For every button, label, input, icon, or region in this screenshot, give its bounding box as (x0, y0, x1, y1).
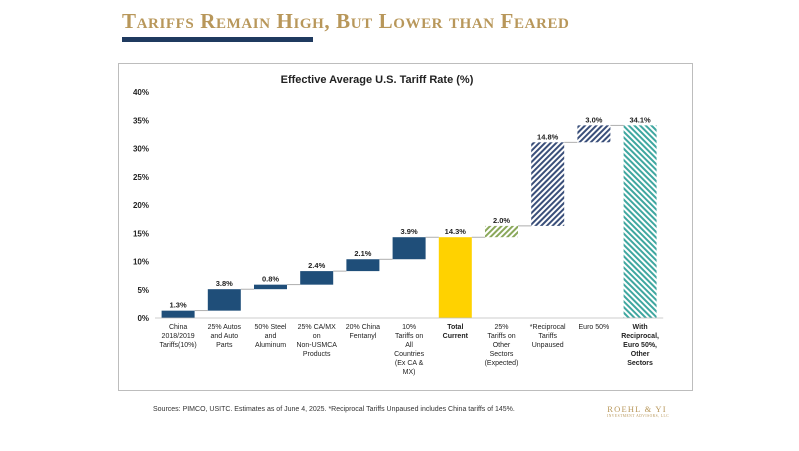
title-underline (122, 37, 313, 42)
category-label: *Reciprocal Tariffs Unpaused (530, 324, 566, 349)
category-label: 25% Autos and Auto Parts (208, 324, 242, 349)
bars (155, 125, 664, 319)
category-label: 10% Tariffs on All Countries (Ex CA & MX) (394, 324, 424, 376)
category-labels: China 2018/2019 Tariffs(10%) 25% Autos and A… (159, 324, 659, 376)
bar (254, 284, 287, 290)
y-tick-label: 20% (133, 201, 149, 210)
data-label: 34.1% (629, 115, 651, 124)
company-logo: ROEHL & YI INVESTMENT ADVISORS, LLC (607, 404, 670, 418)
slide-title: Tariffs Remain High, But Lower than Fear… (122, 9, 570, 33)
bar (207, 289, 241, 311)
y-axis: 0% 5% 10% 15% 20% 25% 30% 35% 40% (133, 88, 149, 323)
data-label: 1.3% (170, 301, 187, 310)
category-label: 20% China Fentanyl (346, 324, 380, 340)
logo-name: ROEHL & YI (607, 404, 667, 414)
bar (438, 237, 472, 318)
category-label: Total Current (443, 324, 469, 340)
category-label: 25% CA/MX on Non-USMCA Products (296, 324, 337, 358)
connectors (194, 124, 624, 312)
bar (392, 237, 426, 260)
chart-frame: Effective Average U.S. Tariff Rate (%) 0… (118, 63, 693, 391)
y-tick-label: 35% (133, 116, 149, 125)
data-label: 14.8% (537, 132, 559, 141)
category-label: China 2018/2019 Tariffs(10%) (159, 324, 196, 349)
y-tick-label: 10% (133, 258, 149, 267)
bar (485, 225, 518, 238)
category-label: With Reciprocal, Euro 50%, Other Sectors (621, 324, 659, 367)
bar (300, 271, 334, 285)
data-label: 3.0% (585, 115, 602, 124)
category-label: 25% Tariffs on Other Sectors (Expected) (485, 324, 519, 367)
y-tick-label: 15% (133, 229, 149, 238)
chart-title: Effective Average U.S. Tariff Rate (%) (281, 74, 474, 86)
data-labels: 1.3% 3.8% 0.8% 2.4% 2.1% 3.9% 14.3% 2.0% 14.8% 3.… (170, 115, 652, 309)
data-label: 14.3% (445, 227, 467, 236)
bar (161, 310, 195, 318)
data-label: 2.1% (354, 249, 371, 258)
logo-subtitle: INVESTMENT ADVISORS, LLC (607, 414, 670, 418)
data-label: 2.4% (308, 261, 325, 270)
y-tick-label: 30% (133, 145, 149, 154)
data-label: 3.8% (216, 279, 233, 288)
y-tick-label: 40% (133, 88, 149, 97)
y-tick-label: 0% (137, 314, 149, 323)
data-label: 0.8% (262, 275, 279, 284)
sources-note: Sources: PIMCO, USITC. Estimates as of J… (153, 406, 515, 413)
data-label: 2.0% (493, 216, 510, 225)
data-label: 3.9% (401, 227, 418, 236)
bar (577, 125, 611, 143)
waterfall-chart: Effective Average U.S. Tariff Rate (%) 0… (133, 74, 664, 376)
category-label: Euro 50% (579, 324, 610, 331)
bar (531, 142, 565, 226)
y-tick-label: 5% (137, 286, 149, 295)
category-label: 50% Steel and Aluminum (255, 324, 287, 349)
bar (346, 259, 380, 272)
y-tick-label: 25% (133, 173, 149, 182)
bar (623, 125, 657, 319)
